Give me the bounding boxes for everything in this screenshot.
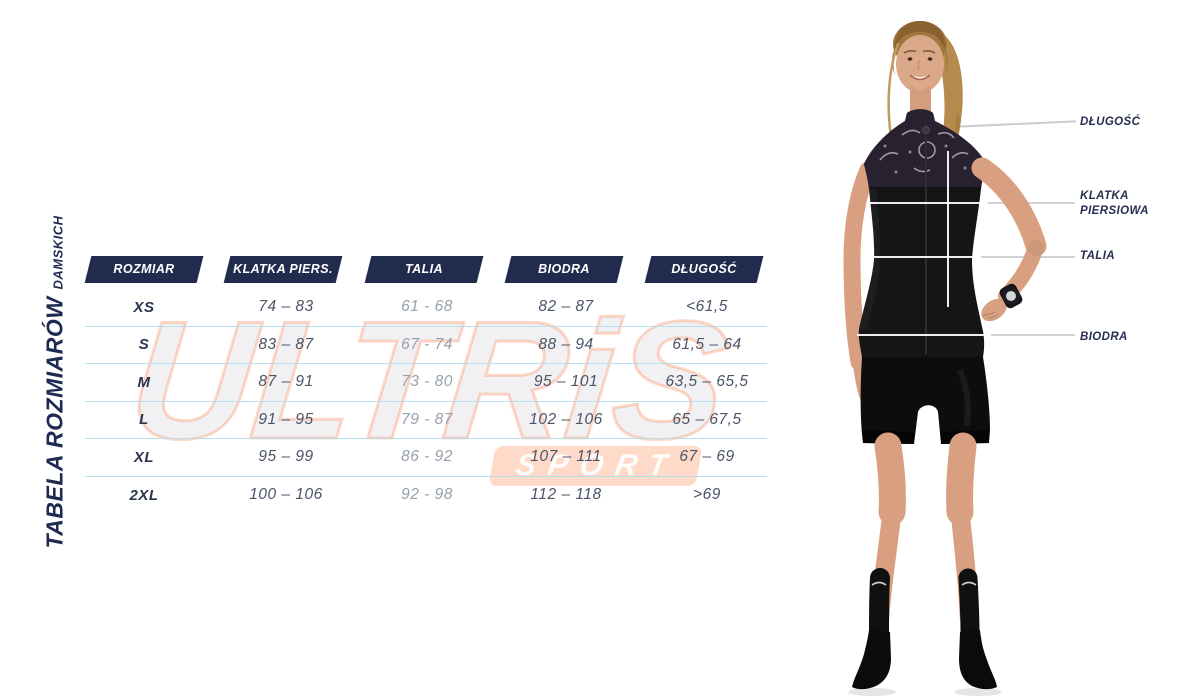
cell-length: 65 – 67,5 — [672, 410, 742, 428]
cell-length: 67 – 69 — [679, 448, 735, 466]
size-table-body: XS 74 – 83 61 - 68 82 – 87 <61,5 S 83 – … — [85, 289, 767, 514]
cell-length: <61,5 — [686, 298, 728, 316]
cell-hips: 95 – 101 — [533, 373, 599, 391]
cell-size: M — [137, 373, 151, 391]
column-header-label: BIODRA — [538, 262, 590, 276]
measure-line-waist — [875, 256, 1075, 258]
cell-waist: 92 - 98 — [401, 486, 453, 504]
column-header-klatka: KLATKA PIERS. — [223, 256, 343, 283]
table-row-xs: XS 74 – 83 61 - 68 82 – 87 <61,5 — [85, 289, 767, 327]
cell-hips: 107 – 111 — [530, 448, 602, 466]
cell-chest: 91 – 95 — [258, 410, 314, 428]
table-row-xl: XL 95 – 99 86 - 92 107 – 111 67 – 69 — [85, 439, 767, 477]
column-header-label: ROZMIAR — [113, 262, 175, 276]
column-header-label: KLATKA PIERS. — [233, 262, 333, 276]
cell-chest: 83 – 87 — [258, 335, 314, 353]
column-header-label: DŁUGOŚĆ — [671, 262, 737, 276]
cell-size: L — [139, 411, 149, 429]
cell-chest: 87 – 91 — [258, 373, 314, 391]
cell-hips: 112 – 118 — [530, 486, 602, 504]
cell-waist: 86 - 92 — [401, 448, 453, 466]
measure-label-length: DŁUGOŚĆ — [1080, 116, 1141, 128]
cell-size: XL — [133, 448, 155, 466]
column-header-dlugosc: DŁUGOŚĆ — [644, 256, 764, 283]
cell-length: 61,5 – 64 — [672, 335, 742, 353]
cell-chest: 74 – 83 — [258, 298, 314, 316]
size-table: ROZMIAR KLATKA PIERS. TALIA BIODRA DŁUGO… — [84, 256, 767, 516]
cell-waist: 61 - 68 — [401, 298, 453, 316]
cell-length: 63,5 – 65,5 — [665, 373, 749, 391]
measure-label-waist: TALIA — [1080, 250, 1116, 262]
cell-size: 2XL — [129, 486, 159, 504]
model-photo — [843, 21, 1047, 696]
table-row-2xl: 2XL 100 – 106 92 - 98 112 – 118 >69 — [85, 477, 767, 515]
measure-label-hips: BIODRA — [1080, 331, 1128, 343]
cell-waist: 73 - 80 — [401, 373, 453, 391]
measure-label-chest: KLATKA PIERSIOWA — [1080, 190, 1149, 217]
cell-chest: 95 – 99 — [258, 448, 314, 466]
table-row-m: M 87 – 91 73 - 80 95 – 101 63,5 – 65,5 — [85, 364, 767, 402]
side-title-main: TABELA ROZMIARÓW — [41, 296, 68, 549]
side-title-sub: DAMSKICH — [50, 215, 66, 290]
cell-hips: 82 – 87 — [538, 298, 594, 316]
cell-length: >69 — [693, 486, 721, 504]
column-header-biodra: BIODRA — [504, 256, 624, 283]
cell-size: S — [138, 336, 150, 354]
cell-hips: 102 – 106 — [529, 410, 603, 428]
cell-hips: 88 – 94 — [538, 335, 594, 353]
table-row-s: S 83 – 87 67 - 74 88 – 94 61,5 – 64 — [85, 327, 767, 364]
cell-chest: 100 – 106 — [249, 486, 323, 504]
side-title: TABELA ROZMIARÓW DAMSKICH — [42, 215, 69, 548]
column-header-label: TALIA — [405, 262, 443, 276]
table-row-l: L 91 – 95 79 - 87 102 – 106 65 – 67,5 — [85, 402, 767, 439]
cell-waist: 79 - 87 — [401, 410, 453, 428]
column-header-talia: TALIA — [364, 256, 484, 283]
cell-size: XS — [133, 298, 155, 316]
column-header-rozmiar: ROZMIAR — [84, 256, 204, 283]
cell-waist: 67 - 74 — [401, 335, 453, 353]
